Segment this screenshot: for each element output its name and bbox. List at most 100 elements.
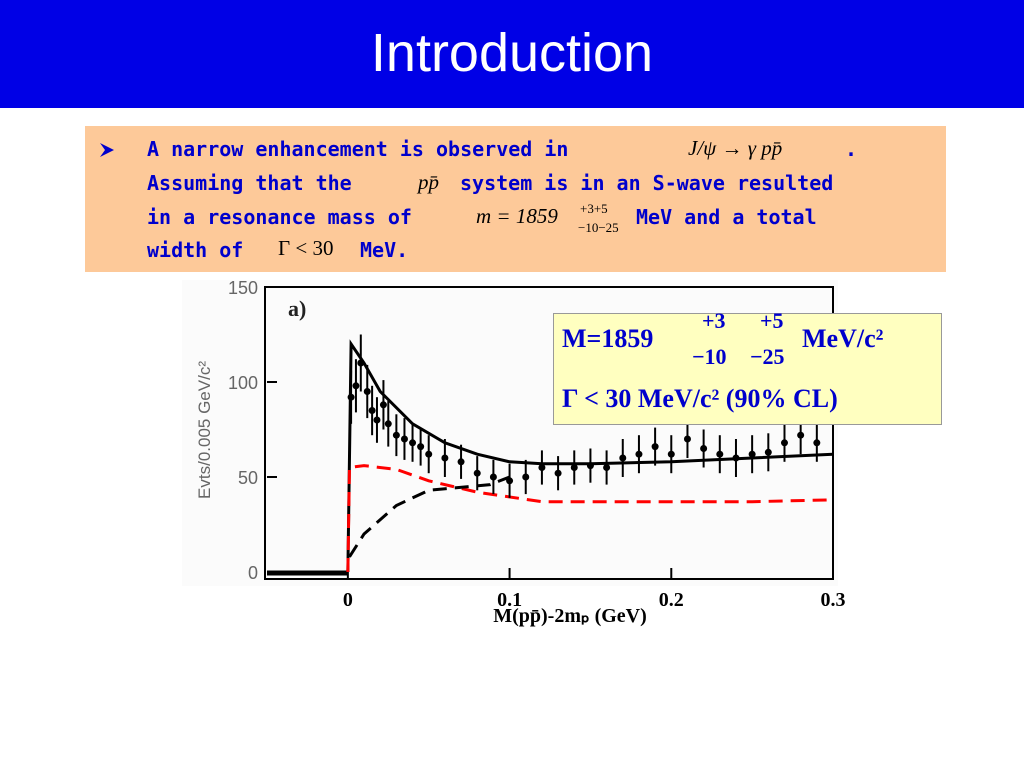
bullet-text: . xyxy=(845,137,858,161)
bullet-text: MeV. xyxy=(360,238,409,262)
point-marker xyxy=(417,443,425,451)
point-marker xyxy=(570,464,578,471)
data-point xyxy=(441,439,449,477)
y-tick-label: 0 xyxy=(248,563,258,583)
point-marker xyxy=(554,469,562,477)
data-point xyxy=(409,423,417,462)
data-point xyxy=(392,414,400,457)
y-tick-label: 50 xyxy=(238,468,258,488)
point-marker xyxy=(538,464,546,471)
data-point xyxy=(683,420,691,458)
data-point xyxy=(538,450,546,485)
bullet-text: A narrow enhancement is observed in xyxy=(147,137,569,161)
data-point xyxy=(400,418,408,460)
point-marker xyxy=(732,454,740,462)
bullet-text: width of xyxy=(147,238,244,262)
y-tick-label: 100 xyxy=(228,373,258,393)
data-point xyxy=(417,427,425,466)
point-marker xyxy=(363,388,371,395)
bullet-text: MeV and a total xyxy=(636,205,817,229)
data-point xyxy=(554,456,562,491)
point-marker xyxy=(473,469,481,477)
point-marker xyxy=(392,431,400,439)
data-point xyxy=(570,450,578,485)
data-point xyxy=(635,435,643,474)
bullet-math: Γ < 30 xyxy=(278,236,334,260)
bullet-arrow xyxy=(100,143,114,157)
point-marker xyxy=(651,443,659,451)
point-marker xyxy=(586,462,594,470)
x-tick-label: 0.3 xyxy=(821,589,846,611)
result-box xyxy=(553,313,942,425)
bullet-text: system is in an S-wave resulted xyxy=(460,171,834,195)
bullet-math-sub: −10−25 xyxy=(578,220,619,235)
point-marker xyxy=(384,420,392,428)
header-bar xyxy=(0,0,1024,108)
point-marker xyxy=(457,458,465,466)
bullet-math: m = 1859 xyxy=(476,204,558,228)
bullet-text: Assuming that the xyxy=(147,171,352,195)
data-point xyxy=(489,459,497,495)
point-marker xyxy=(409,439,417,447)
point-marker xyxy=(506,477,514,485)
point-marker xyxy=(700,445,708,452)
data-point xyxy=(373,397,381,443)
data-point xyxy=(780,423,788,462)
point-marker xyxy=(441,454,449,462)
point-marker xyxy=(400,435,408,443)
bullet-math: J/ψ → γ pp̄ xyxy=(688,136,783,160)
data-point xyxy=(457,444,465,479)
bullet-math-sup: +3+5 xyxy=(580,201,608,216)
data-point xyxy=(352,359,360,413)
data-point xyxy=(700,429,708,468)
result-sub: −25 xyxy=(750,344,785,369)
data-point xyxy=(813,423,821,462)
data-point xyxy=(651,427,659,466)
result-sup: +5 xyxy=(760,308,784,333)
data-point xyxy=(363,364,371,419)
data-point xyxy=(667,435,675,474)
point-marker xyxy=(368,407,376,414)
panel-label: a) xyxy=(288,296,306,321)
point-marker xyxy=(352,382,360,390)
point-marker xyxy=(347,393,355,401)
bullet-box xyxy=(85,126,946,272)
point-marker xyxy=(489,473,497,481)
data-point xyxy=(732,439,740,477)
point-marker xyxy=(357,359,365,367)
x-tick-label: 0.2 xyxy=(659,589,684,611)
point-marker xyxy=(619,454,627,462)
data-point xyxy=(473,456,481,491)
result-text: MeV/c² xyxy=(802,324,884,353)
fit-curve xyxy=(348,475,511,558)
point-marker xyxy=(780,439,788,447)
data-point xyxy=(603,450,611,485)
data-point xyxy=(522,459,530,495)
data-point xyxy=(748,435,756,474)
point-marker xyxy=(683,435,691,443)
point-marker xyxy=(379,401,387,409)
point-marker xyxy=(667,450,675,458)
y-axis-label: Evts/0.005 GeV/c² xyxy=(195,361,214,499)
point-marker xyxy=(603,464,611,471)
data-point xyxy=(619,439,627,477)
bullet-text: in a resonance mass of xyxy=(147,205,412,229)
point-marker xyxy=(522,473,530,481)
data-point xyxy=(506,463,514,498)
point-marker xyxy=(764,448,772,456)
result-sup: +3 xyxy=(702,308,726,333)
data-point xyxy=(764,433,772,472)
result-text: Γ < 30 MeV/c² (90% CL) xyxy=(562,384,838,413)
point-marker xyxy=(797,431,805,439)
fit-curve xyxy=(346,464,834,573)
data-point xyxy=(357,334,365,392)
data-point xyxy=(379,380,387,430)
point-marker xyxy=(813,439,821,447)
data-point xyxy=(368,385,376,436)
x-tick-label: 0.1 xyxy=(497,589,522,611)
data-point xyxy=(425,435,433,474)
result-sub: −10 xyxy=(692,344,727,369)
x-tick-label: 0 xyxy=(343,589,353,611)
